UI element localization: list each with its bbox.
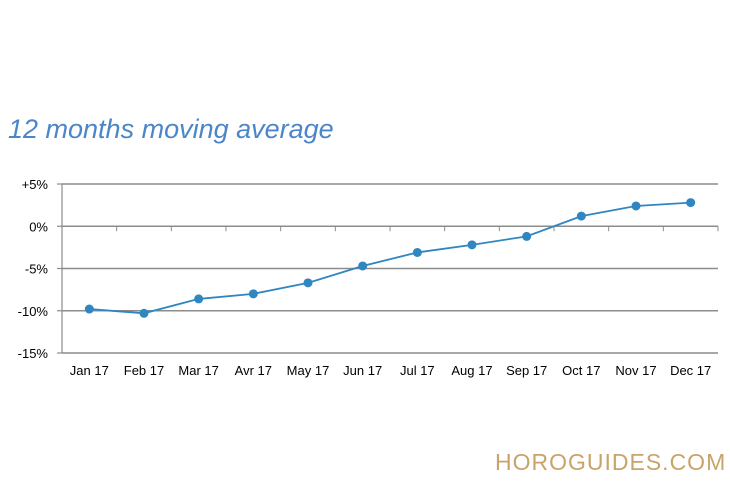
y-tick-label: 0%: [29, 219, 48, 234]
x-tick-label: Oct 17: [562, 363, 600, 378]
y-tick-label: -5%: [25, 262, 49, 277]
x-tick-label: Nov 17: [615, 363, 656, 378]
x-tick-label: Jun 17: [343, 363, 382, 378]
chart-title: 12 months moving average: [8, 114, 334, 144]
x-tick-label: Aug 17: [451, 363, 492, 378]
data-point: [303, 278, 313, 288]
x-tick-label: Sep 17: [506, 363, 547, 378]
data-point: [686, 198, 696, 208]
gridlines: [57, 183, 719, 354]
x-tick-label: Dec 17: [670, 363, 711, 378]
data-point: [358, 261, 368, 271]
data-point: [412, 247, 422, 257]
data-point: [576, 211, 586, 221]
data-point: [248, 289, 258, 299]
data-point: [84, 304, 94, 314]
y-tick-label: +5%: [22, 177, 49, 192]
y-axis-ticks: +5% 0% -5% -10% -15%: [18, 177, 49, 361]
x-tick-label: Feb 17: [124, 363, 164, 378]
x-tick-label: Mar 17: [178, 363, 218, 378]
data-point: [631, 201, 641, 211]
x-tick-label: May 17: [287, 363, 330, 378]
data-point: [522, 231, 532, 241]
x-axis-ticks: Jan 17 Feb 17 Mar 17 Avr 17 May 17 Jun 17 Jul …: [70, 363, 711, 378]
x-tick-label: Jan 17: [70, 363, 109, 378]
watermark-logo: HOROGUIDES.COM: [495, 449, 727, 475]
y-tick-label: -10%: [18, 304, 49, 319]
data-point: [467, 240, 477, 250]
data-point: [194, 294, 204, 304]
data-point: [139, 308, 149, 318]
x-tick-label: Avr 17: [235, 363, 272, 378]
series-layer: [84, 198, 696, 318]
series-line: [89, 201, 691, 315]
y-tick-label: -15%: [18, 346, 49, 361]
x-tick-label: Jul 17: [400, 363, 435, 378]
